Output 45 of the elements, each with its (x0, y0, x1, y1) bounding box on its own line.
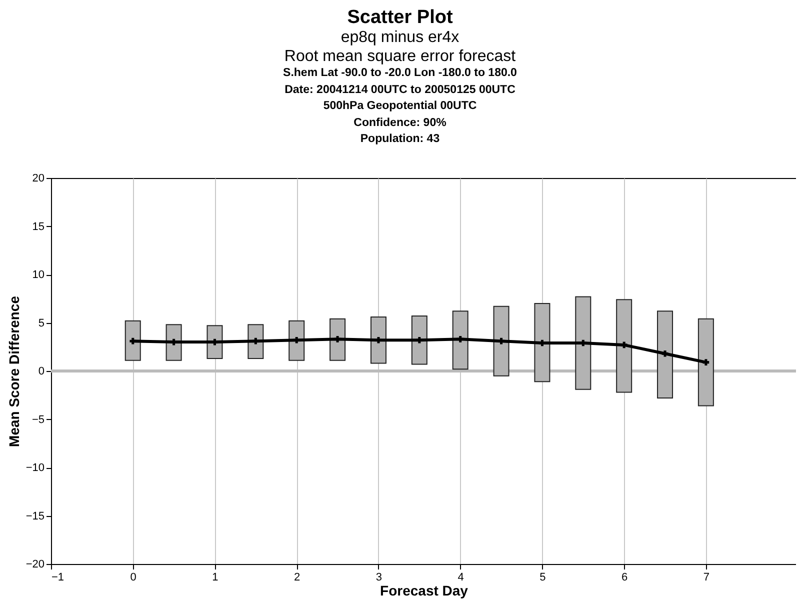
text: Confidence: 90% (352, 116, 448, 129)
point (620, 342, 628, 348)
x-axis-title: Forecast Day (380, 582, 468, 598)
bar (330, 318, 346, 361)
bar (124, 320, 141, 361)
x-tick-label: 7 (703, 572, 710, 584)
text: Date: 20041214 00UTC to 20050125 00UTC (284, 84, 516, 96)
point (375, 336, 382, 344)
point (662, 350, 668, 357)
chart-title: Scatter Plot (346, 7, 454, 28)
point (130, 338, 136, 344)
bar (248, 324, 264, 359)
y-tick-label: 0 (38, 366, 44, 378)
x-tick-label: 4 (458, 572, 464, 584)
chart-subtitle: ep8q minus er4x (340, 29, 460, 46)
bar (411, 315, 428, 365)
y-tick-label: 10 (32, 269, 44, 281)
text: 500hPa Geopotential 00UTC (322, 100, 478, 112)
x-tick-label: 1 (212, 572, 218, 584)
x-tick-label: 2 (294, 572, 300, 584)
y-tick-label: −20 (26, 558, 44, 570)
point (293, 336, 300, 344)
x-tick-label: 6 (622, 572, 628, 584)
y-tick-label: 5 (38, 317, 44, 330)
point (457, 336, 464, 342)
x-tick-label: −1 (52, 572, 64, 584)
point (252, 338, 259, 344)
y-axis-title: Mean Score Difference (6, 296, 22, 447)
text: S.hem Lat -90.0 to -20.0 Lon -180.0 to 180.0 (282, 67, 518, 80)
y-tick-label: −10 (26, 462, 44, 474)
y-tick-label: 20 (32, 172, 44, 184)
bar (288, 320, 305, 361)
y-tick-label: −15 (26, 510, 44, 522)
x-tick-label: 5 (540, 572, 546, 584)
point (702, 359, 710, 366)
point (416, 336, 423, 344)
text: Root mean square error forecast (283, 48, 517, 65)
text: Population: 43 (359, 133, 441, 146)
bar (166, 324, 182, 361)
y-tick-label: −5 (32, 414, 44, 426)
x-tick-label: 3 (376, 572, 382, 584)
bar (370, 316, 386, 364)
point (334, 336, 341, 342)
y-tick-label: 15 (32, 220, 44, 233)
x-tick-label: 0 (130, 572, 136, 584)
